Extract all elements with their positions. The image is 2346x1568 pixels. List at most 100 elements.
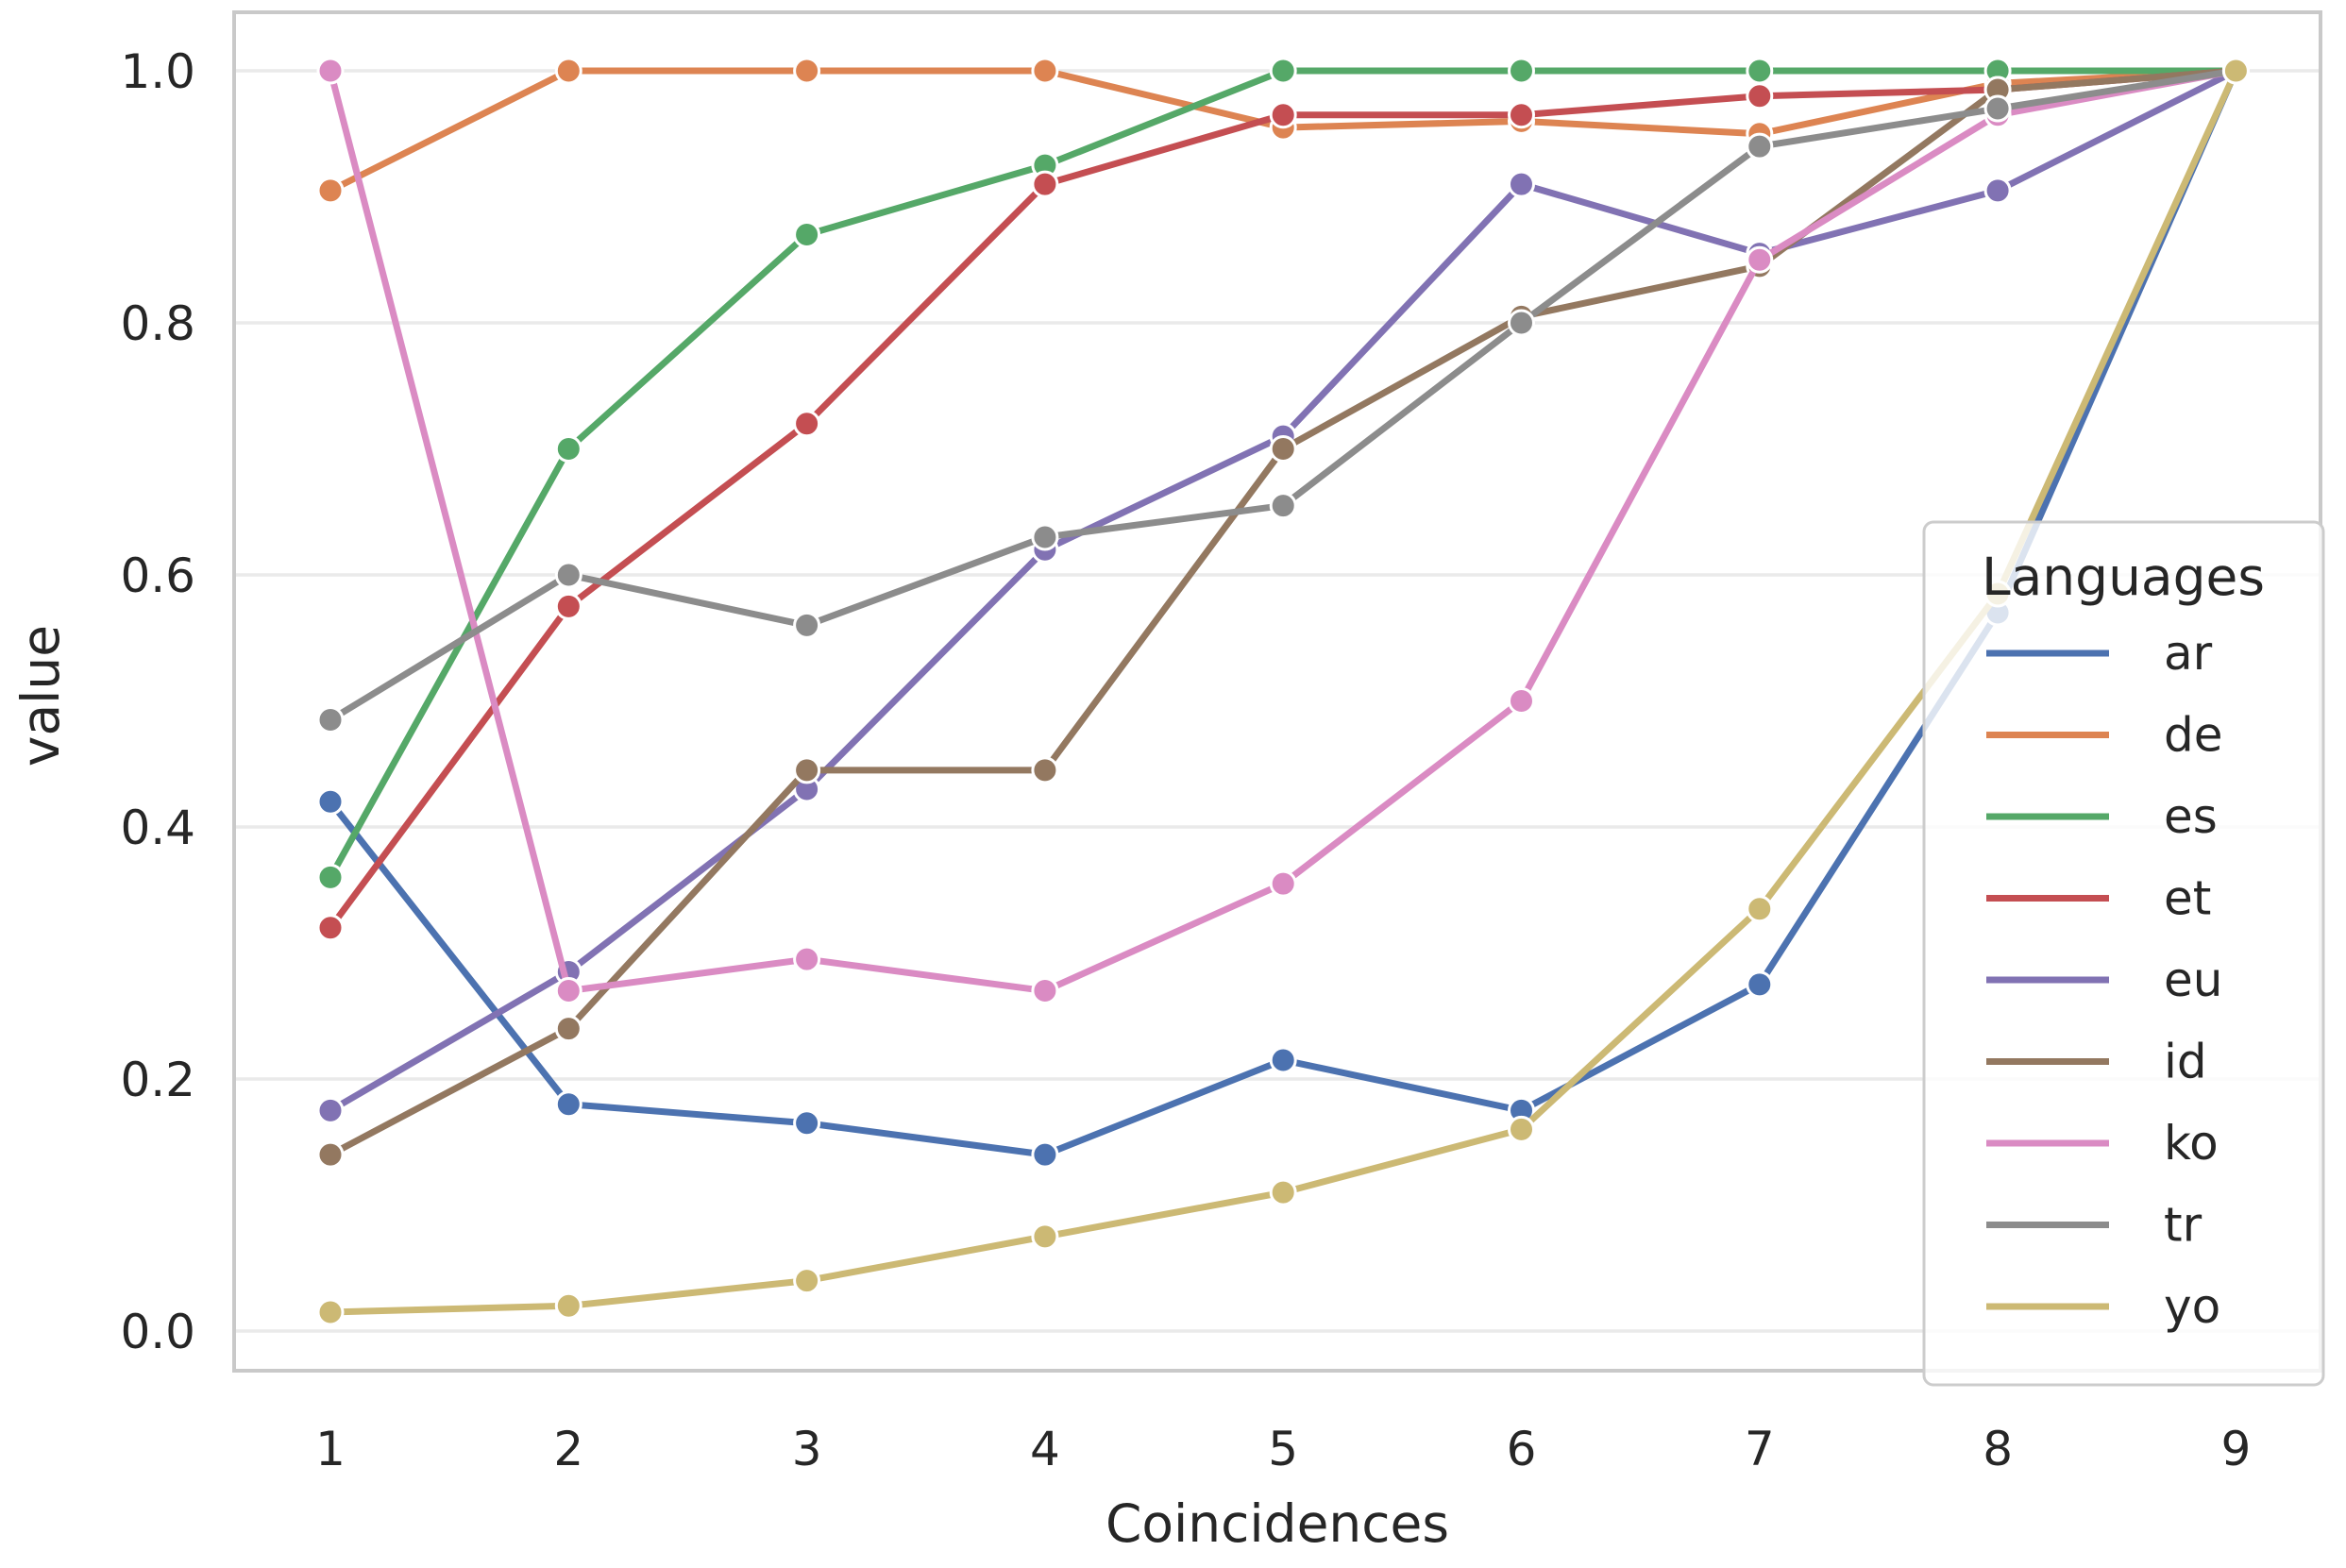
series-marker-tr-x3 bbox=[793, 611, 821, 639]
series-marker-et-x3 bbox=[793, 410, 821, 438]
series-marker-id-x5 bbox=[1269, 435, 1297, 463]
series-marker-de-x3 bbox=[793, 57, 821, 85]
legend-entry-es: es bbox=[1986, 789, 2218, 844]
series-marker-tr-x8 bbox=[1983, 94, 2012, 123]
series-marker-de-x2 bbox=[554, 57, 582, 85]
x-tick-label-7: 7 bbox=[1745, 1422, 1775, 1476]
x-tick-label-4: 4 bbox=[1030, 1422, 1060, 1476]
series-marker-ko-x3 bbox=[793, 945, 821, 973]
legend-entry-eu: eu bbox=[1986, 953, 2222, 1007]
x-tick-label-9: 9 bbox=[2220, 1422, 2251, 1476]
series-marker-es-x2 bbox=[554, 435, 582, 463]
series-marker-yo-x7 bbox=[1746, 895, 1774, 923]
series-marker-tr-x4 bbox=[1031, 523, 1059, 551]
series-marker-et-x4 bbox=[1031, 170, 1059, 198]
series-marker-ko-x1 bbox=[316, 57, 345, 85]
series-marker-et-x7 bbox=[1746, 82, 1774, 110]
legend-entry-et: et bbox=[1986, 871, 2211, 926]
series-marker-et-x1 bbox=[316, 914, 345, 942]
series-marker-es-x6 bbox=[1508, 57, 1535, 85]
series-marker-tr-x7 bbox=[1746, 132, 1774, 160]
series-marker-ko-x5 bbox=[1269, 869, 1297, 898]
legend-label-id: id bbox=[2164, 1035, 2207, 1089]
legend-label-eu: eu bbox=[2164, 953, 2222, 1007]
series-marker-ko-x2 bbox=[554, 977, 582, 1005]
legend-label-ko: ko bbox=[2164, 1116, 2219, 1171]
series-marker-et-x2 bbox=[554, 592, 582, 620]
series-marker-de-x4 bbox=[1031, 57, 1059, 85]
series-marker-es-x7 bbox=[1746, 57, 1774, 85]
y-axis-label: value bbox=[10, 625, 71, 767]
series-tr bbox=[316, 57, 2250, 734]
legend: Languages ar de es et eu id ko tr yo bbox=[1922, 520, 2325, 1387]
legend-entry-yo: yo bbox=[1986, 1279, 2220, 1334]
series-marker-es-x3 bbox=[793, 221, 821, 249]
series-marker-ar-x5 bbox=[1269, 1046, 1297, 1074]
series-marker-ko-x7 bbox=[1746, 245, 1774, 274]
legend-entry-id: id bbox=[1986, 1035, 2207, 1089]
y-tick-label-0.2: 0.2 bbox=[120, 1053, 195, 1107]
series-marker-ko-x4 bbox=[1031, 977, 1059, 1005]
series-marker-yo-x9 bbox=[2221, 57, 2250, 85]
x-tick-label-3: 3 bbox=[792, 1422, 822, 1476]
y-tick-label-0.0: 0.0 bbox=[120, 1305, 195, 1359]
series-marker-ar-x3 bbox=[793, 1109, 821, 1138]
series-marker-id-x2 bbox=[554, 1015, 582, 1043]
series-marker-tr-x5 bbox=[1269, 492, 1297, 520]
series-marker-id-x3 bbox=[793, 756, 821, 784]
legend-label-tr: tr bbox=[2164, 1198, 2203, 1253]
series-marker-id-x1 bbox=[316, 1140, 345, 1169]
legend-label-ar: ar bbox=[2164, 626, 2213, 681]
series-marker-et-x6 bbox=[1508, 101, 1535, 129]
series-marker-yo-x6 bbox=[1508, 1115, 1535, 1143]
legend-label-yo: yo bbox=[2164, 1279, 2220, 1334]
series-marker-yo-x1 bbox=[316, 1298, 345, 1326]
series-marker-ar-x4 bbox=[1031, 1140, 1059, 1169]
legend-entry-de: de bbox=[1986, 708, 2223, 763]
series-marker-et-x5 bbox=[1269, 101, 1297, 129]
series-marker-ar-x7 bbox=[1746, 970, 1774, 999]
legend-entry-ar: ar bbox=[1986, 626, 2213, 681]
series-marker-es-x5 bbox=[1269, 57, 1297, 85]
x-tick-label-1: 1 bbox=[315, 1422, 346, 1476]
y-tick-label-0.6: 0.6 bbox=[120, 548, 195, 603]
series-marker-tr-x2 bbox=[554, 561, 582, 589]
series-marker-yo-x2 bbox=[554, 1291, 582, 1320]
series-marker-de-x1 bbox=[316, 177, 345, 205]
legend-entry-tr: tr bbox=[1986, 1198, 2203, 1253]
y-tick-label-1.0: 1.0 bbox=[120, 44, 195, 99]
y-tick-label-0.4: 0.4 bbox=[120, 801, 195, 855]
series-marker-ar-x1 bbox=[316, 787, 345, 816]
series-marker-yo-x5 bbox=[1269, 1178, 1297, 1206]
series-marker-yo-x4 bbox=[1031, 1222, 1059, 1251]
series-marker-eu-x6 bbox=[1508, 170, 1535, 198]
x-axis-tick-labels: 1 2 3 4 5 6 7 8 9 bbox=[315, 1422, 2251, 1476]
legend-box bbox=[1922, 520, 2325, 1387]
series-ar bbox=[316, 57, 2250, 1169]
series-marker-ar-x2 bbox=[554, 1090, 582, 1119]
series-marker-ko-x6 bbox=[1508, 687, 1535, 715]
x-axis-label: Coincidences bbox=[1105, 1493, 1449, 1554]
series-marker-tr-x6 bbox=[1508, 309, 1535, 337]
series-group bbox=[316, 57, 2250, 1326]
series-marker-es-x1 bbox=[316, 863, 345, 891]
y-axis-tick-labels: 0.0 0.2 0.4 0.6 0.8 1.0 bbox=[120, 44, 195, 1359]
series-es bbox=[316, 57, 2250, 891]
legend-label-et: et bbox=[2164, 871, 2211, 926]
legend-label-es: es bbox=[2164, 789, 2218, 844]
series-marker-eu-x8 bbox=[1983, 177, 2012, 205]
x-tick-label-2: 2 bbox=[553, 1422, 583, 1476]
series-marker-eu-x1 bbox=[316, 1096, 345, 1124]
legend-label-de: de bbox=[2164, 708, 2223, 763]
series-marker-tr-x1 bbox=[316, 706, 345, 734]
series-marker-id-x4 bbox=[1031, 756, 1059, 784]
x-tick-label-6: 6 bbox=[1507, 1422, 1537, 1476]
x-tick-label-8: 8 bbox=[1983, 1422, 2013, 1476]
x-tick-label-5: 5 bbox=[1268, 1422, 1298, 1476]
y-tick-label-0.8: 0.8 bbox=[120, 296, 195, 351]
legend-entry-ko: ko bbox=[1986, 1116, 2219, 1171]
series-marker-yo-x3 bbox=[793, 1267, 821, 1295]
legend-title: Languages bbox=[1982, 547, 2265, 607]
